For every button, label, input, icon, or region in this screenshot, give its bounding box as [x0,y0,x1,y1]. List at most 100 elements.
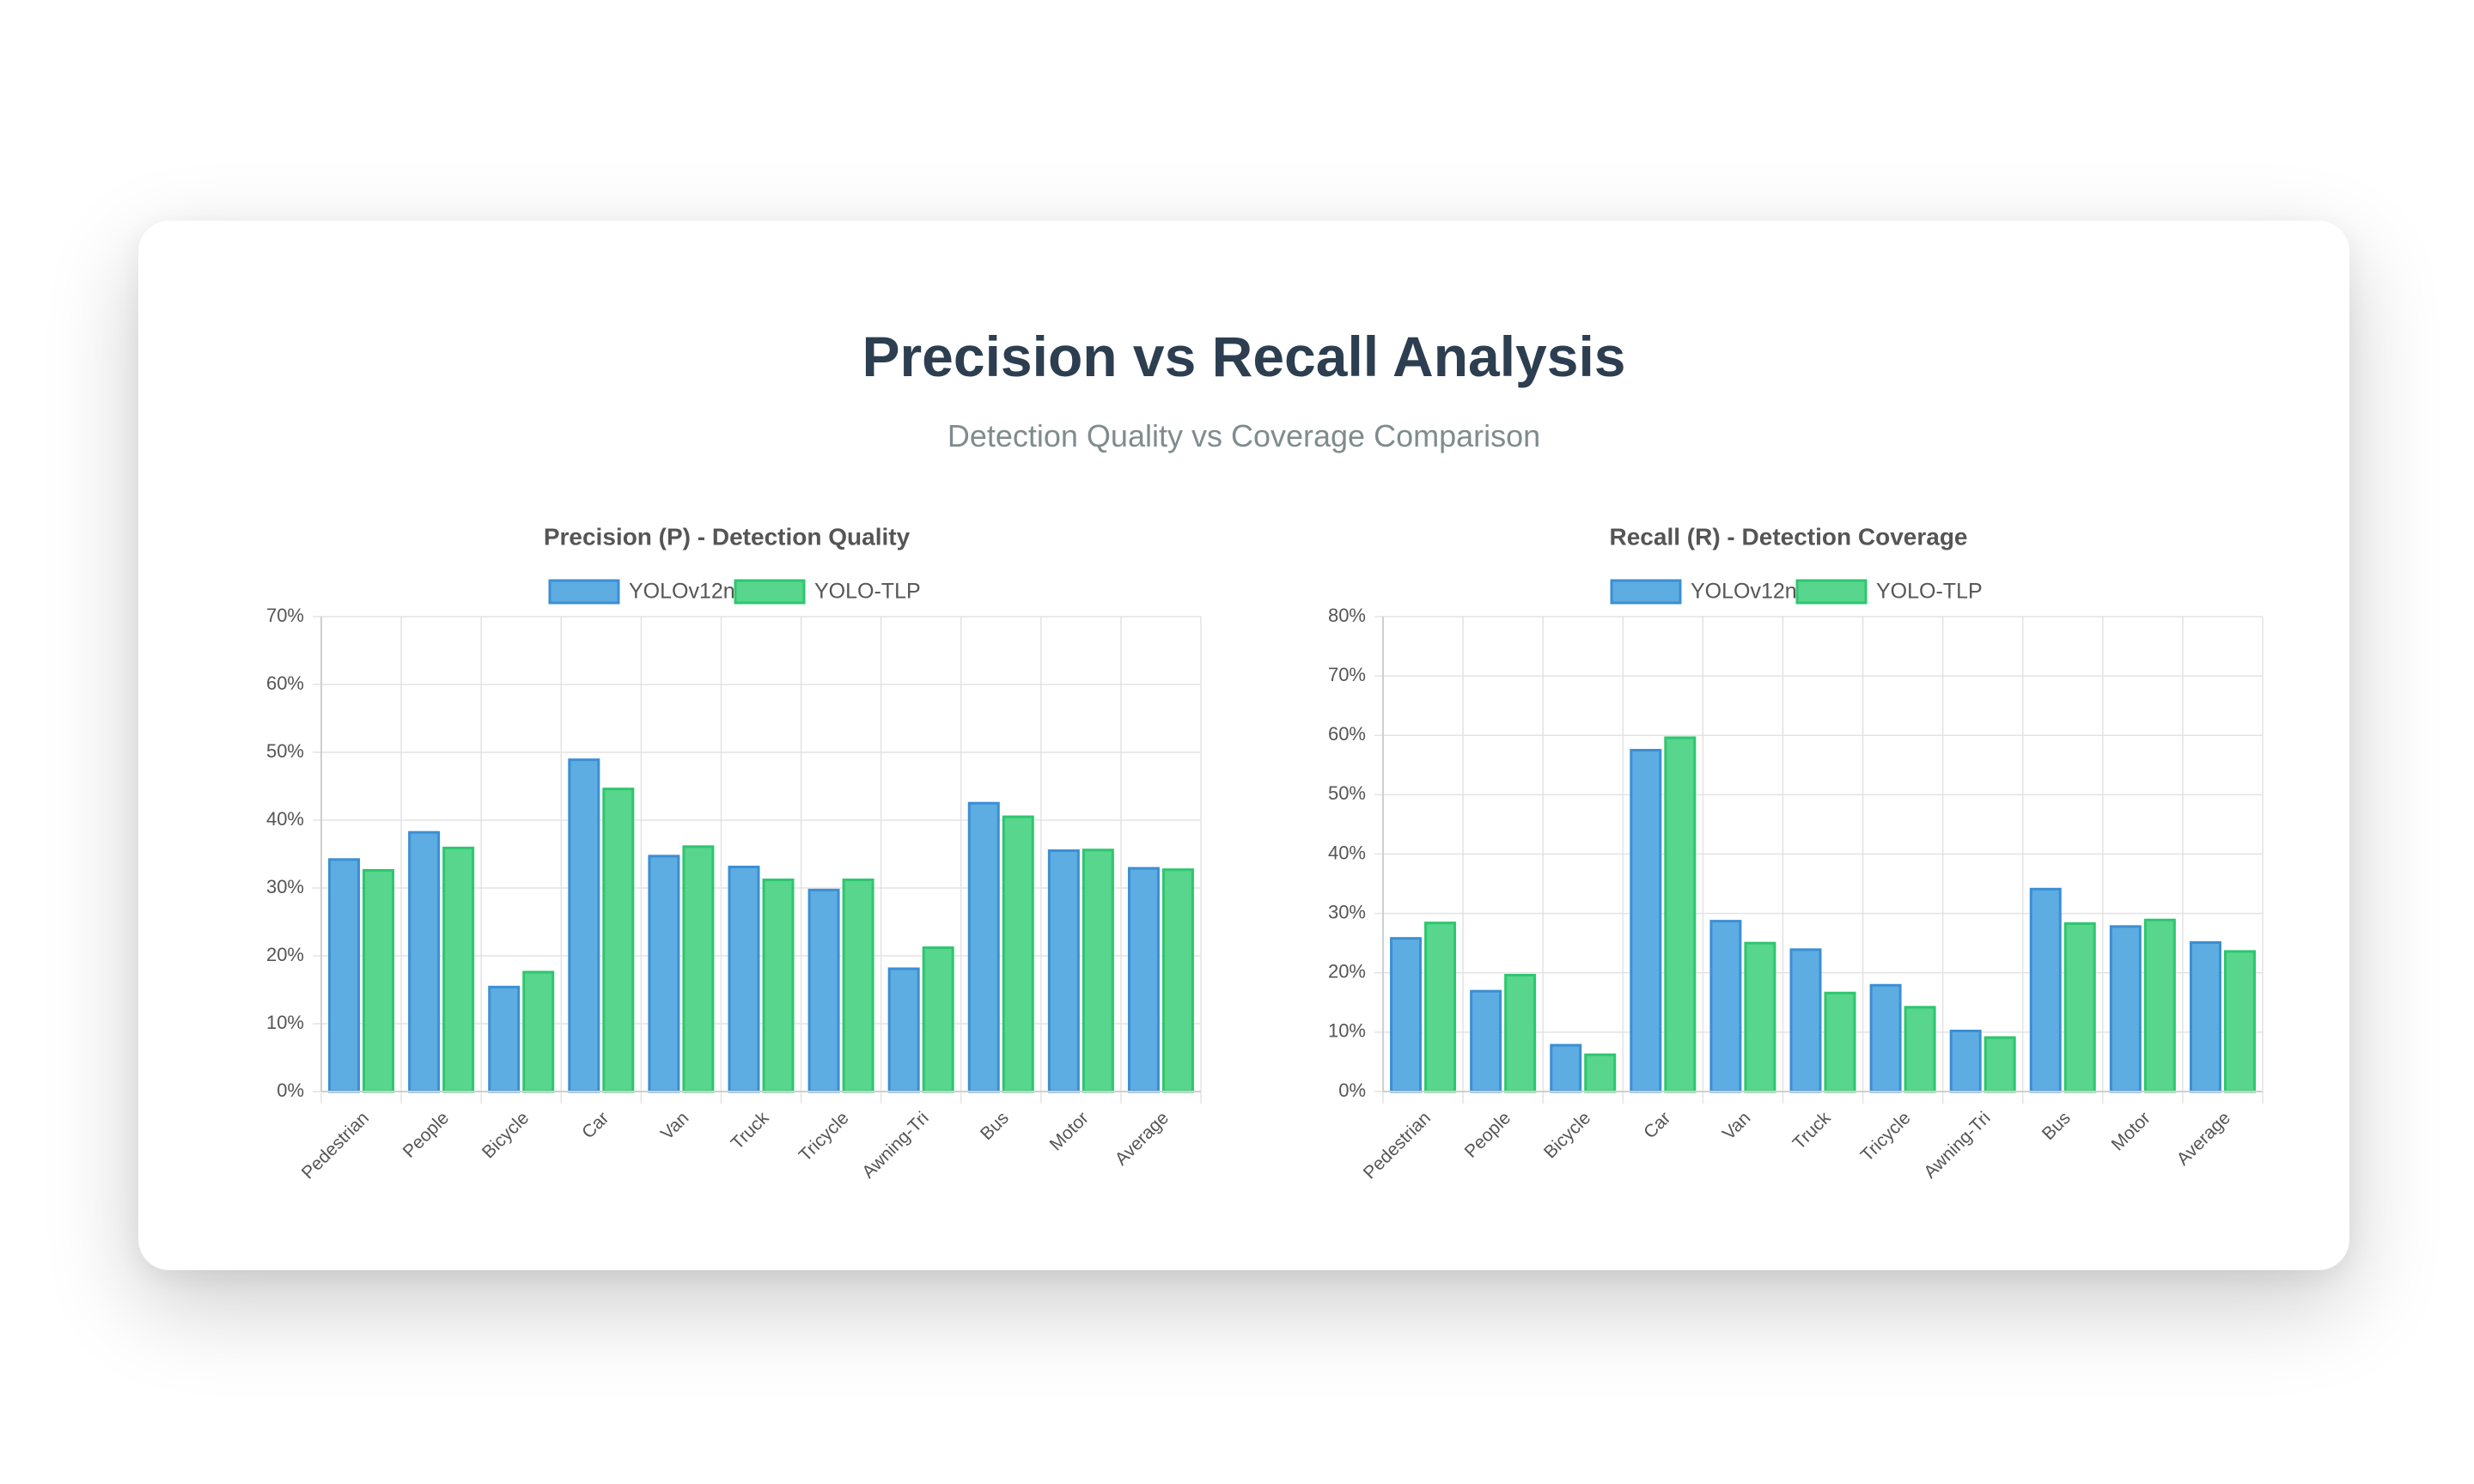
precision-y-tick-label: 70% [266,605,304,626]
precision-x-tick-label: Tricycle [795,1108,853,1165]
recall-chart-title: Recall (R) - Detection Coverage [1610,523,1968,550]
precision-bar-yolo-tlp-average[interactable] [1161,868,1194,1093]
precision-x-tick-label: People [399,1108,454,1162]
recall-x-tick-label: Pedestrian [1360,1108,1435,1183]
recall-y-tick-label: 70% [1328,664,1366,685]
precision-bar-yolo-tlp-motor[interactable] [1082,848,1114,1093]
precision-x-tick-label: Truck [728,1108,773,1153]
chart-card: Precision vs Recall Analysis Detection Q… [138,221,2349,1270]
recall-bar-yolov12n-awning-tri[interactable] [1949,1029,1982,1093]
recall-y-tick-label: 10% [1328,1020,1366,1042]
recall-legend-swatch-yolo-tlp [1795,579,1868,605]
precision-y-tick-label: 20% [266,944,304,965]
recall-bar-yolo-tlp-van[interactable] [1744,941,1776,1093]
precision-bar-yolo-tlp-bus[interactable] [1002,815,1034,1093]
recall-x-tick-label: Bus [2038,1108,2075,1144]
recall-bar-yolo-tlp-truck[interactable] [1824,991,1856,1093]
recall-bar-yolo-tlp-car[interactable] [1664,736,1697,1093]
precision-bar-yolo-tlp-truck[interactable] [762,879,795,1093]
precision-x-tick-label: Car [578,1108,612,1142]
recall-y-tick-label: 0% [1338,1080,1366,1101]
precision-bar-yolo-tlp-pedestrian[interactable] [363,868,395,1093]
recall-x-tick-label: Tricycle [1857,1108,1915,1165]
precision-bar-yolov12n-truck[interactable] [728,866,760,1093]
recall-bar-yolo-tlp-awning-tri[interactable] [1983,1036,2016,1093]
recall-bar-yolov12n-bus[interactable] [2029,887,2062,1093]
precision-y-tick-label: 0% [277,1080,304,1101]
recall-x-tick-label: Motor [2108,1108,2154,1154]
recall-legend-swatch-yolov12n [1610,579,1682,605]
precision-chart-title: Precision (P) - Detection Quality [544,523,911,550]
precision-legend-item-yolov12n[interactable]: YOLOv12n [548,579,735,605]
precision-x-tick-label: Average [1112,1108,1173,1169]
precision-legend-label-yolov12n: YOLOv12n [629,580,735,604]
precision-bar-yolov12n-pedestrian[interactable] [328,858,361,1093]
recall-bar-yolov12n-people[interactable] [1470,989,1502,1093]
recall-bar-yolov12n-pedestrian[interactable] [1390,937,1423,1093]
precision-bar-yolo-tlp-van[interactable] [682,845,715,1093]
precision-legend-swatch-yolo-tlp [734,579,806,605]
recall-legend-label-yolov12n: YOLOv12n [1691,580,1797,604]
precision-chart: Precision (P) - Detection Quality YOLOv12… [193,508,1254,1264]
recall-bar-yolov12n-motor[interactable] [2109,925,2142,1093]
recall-bar-yolo-tlp-average[interactable] [2223,950,2256,1093]
precision-legend-item-yolo-tlp[interactable]: YOLO-TLP [734,579,921,605]
recall-bar-yolo-tlp-tricycle[interactable] [1904,1006,1936,1093]
precision-bar-yolov12n-car[interactable] [568,758,600,1093]
recall-x-tick-label: Van [1719,1108,1755,1144]
recall-bar-yolov12n-truck[interactable] [1789,948,1822,1093]
recall-legend-item-yolov12n[interactable]: YOLOv12n [1610,579,1797,605]
precision-y-tick-label: 30% [266,876,304,897]
recall-bar-yolov12n-average[interactable] [2189,940,2221,1093]
precision-x-tick-label: Bus [977,1108,1013,1144]
recall-chart: Recall (R) - Detection Coverage YOLOv12n Y… [1255,508,2316,1264]
recall-y-tick-label: 60% [1328,723,1366,745]
recall-x-tick-label: Car [1640,1108,1674,1142]
recall-bar-yolo-tlp-people[interactable] [1504,974,1537,1093]
precision-bar-yolo-tlp-awning-tri[interactable] [922,946,954,1093]
precision-x-tick-label: Bicycle [478,1108,533,1162]
recall-bar-yolov12n-bicycle[interactable] [1550,1043,1582,1093]
precision-y-tick-label: 10% [266,1012,304,1033]
recall-y-tick-label: 50% [1328,782,1366,804]
recall-legend-label-yolo-tlp: YOLO-TLP [1876,580,1983,604]
precision-y-tick-label: 60% [266,672,304,694]
precision-bar-yolov12n-bicycle[interactable] [488,985,521,1093]
recall-chart-svg: Recall (R) - Detection Coverage YOLOv12n Y… [1328,523,2264,1183]
precision-bar-yolo-tlp-car[interactable] [602,788,635,1093]
recall-x-tick-label: Bicycle [1540,1108,1594,1162]
precision-bar-yolov12n-people[interactable] [408,830,441,1093]
precision-bar-yolo-tlp-bicycle[interactable] [522,970,555,1093]
recall-y-tick-label: 30% [1328,901,1366,922]
recall-bar-yolo-tlp-motor[interactable] [2143,918,2176,1093]
precision-y-tick-label: 50% [266,740,304,762]
recall-x-tick-label: Truck [1789,1108,1835,1153]
precision-bar-yolov12n-tricycle[interactable] [807,888,840,1093]
page-title: Precision vs Recall Analysis [862,325,1626,388]
recall-bar-yolo-tlp-bus[interactable] [2063,921,2096,1093]
recall-x-tick-label: Average [2173,1108,2234,1169]
recall-bar-yolov12n-van[interactable] [1709,920,1742,1093]
precision-x-tick-label: Motor [1046,1108,1093,1154]
recall-legend-item-yolo-tlp[interactable]: YOLO-TLP [1795,579,1983,605]
recall-y-tick-label: 80% [1328,605,1366,626]
precision-bar-yolov12n-awning-tri[interactable] [887,967,920,1093]
precision-bar-yolo-tlp-people[interactable] [442,846,475,1093]
recall-bar-yolo-tlp-bicycle[interactable] [1584,1053,1617,1093]
precision-x-tick-label: Awning-Tri [858,1108,932,1182]
precision-bar-yolov12n-bus[interactable] [967,801,1000,1093]
precision-bar-yolov12n-motor[interactable] [1047,849,1080,1093]
precision-bar-yolo-tlp-tricycle[interactable] [842,879,874,1093]
recall-bar-yolov12n-car[interactable] [1630,749,1662,1093]
precision-x-tick-label: Pedestrian [298,1108,373,1183]
precision-x-tick-label: Van [657,1108,693,1144]
recall-x-tick-label: People [1461,1108,1515,1162]
recall-y-tick-label: 20% [1328,961,1366,982]
precision-bar-yolov12n-average[interactable] [1127,867,1160,1093]
precision-legend-label-yolo-tlp: YOLO-TLP [814,580,921,604]
precision-y-tick-label: 40% [266,808,304,830]
precision-legend-swatch-yolov12n [548,579,620,605]
precision-bar-yolov12n-van[interactable] [648,855,680,1093]
recall-bar-yolo-tlp-pedestrian[interactable] [1424,921,1457,1093]
recall-bar-yolov12n-tricycle[interactable] [1869,983,1902,1093]
